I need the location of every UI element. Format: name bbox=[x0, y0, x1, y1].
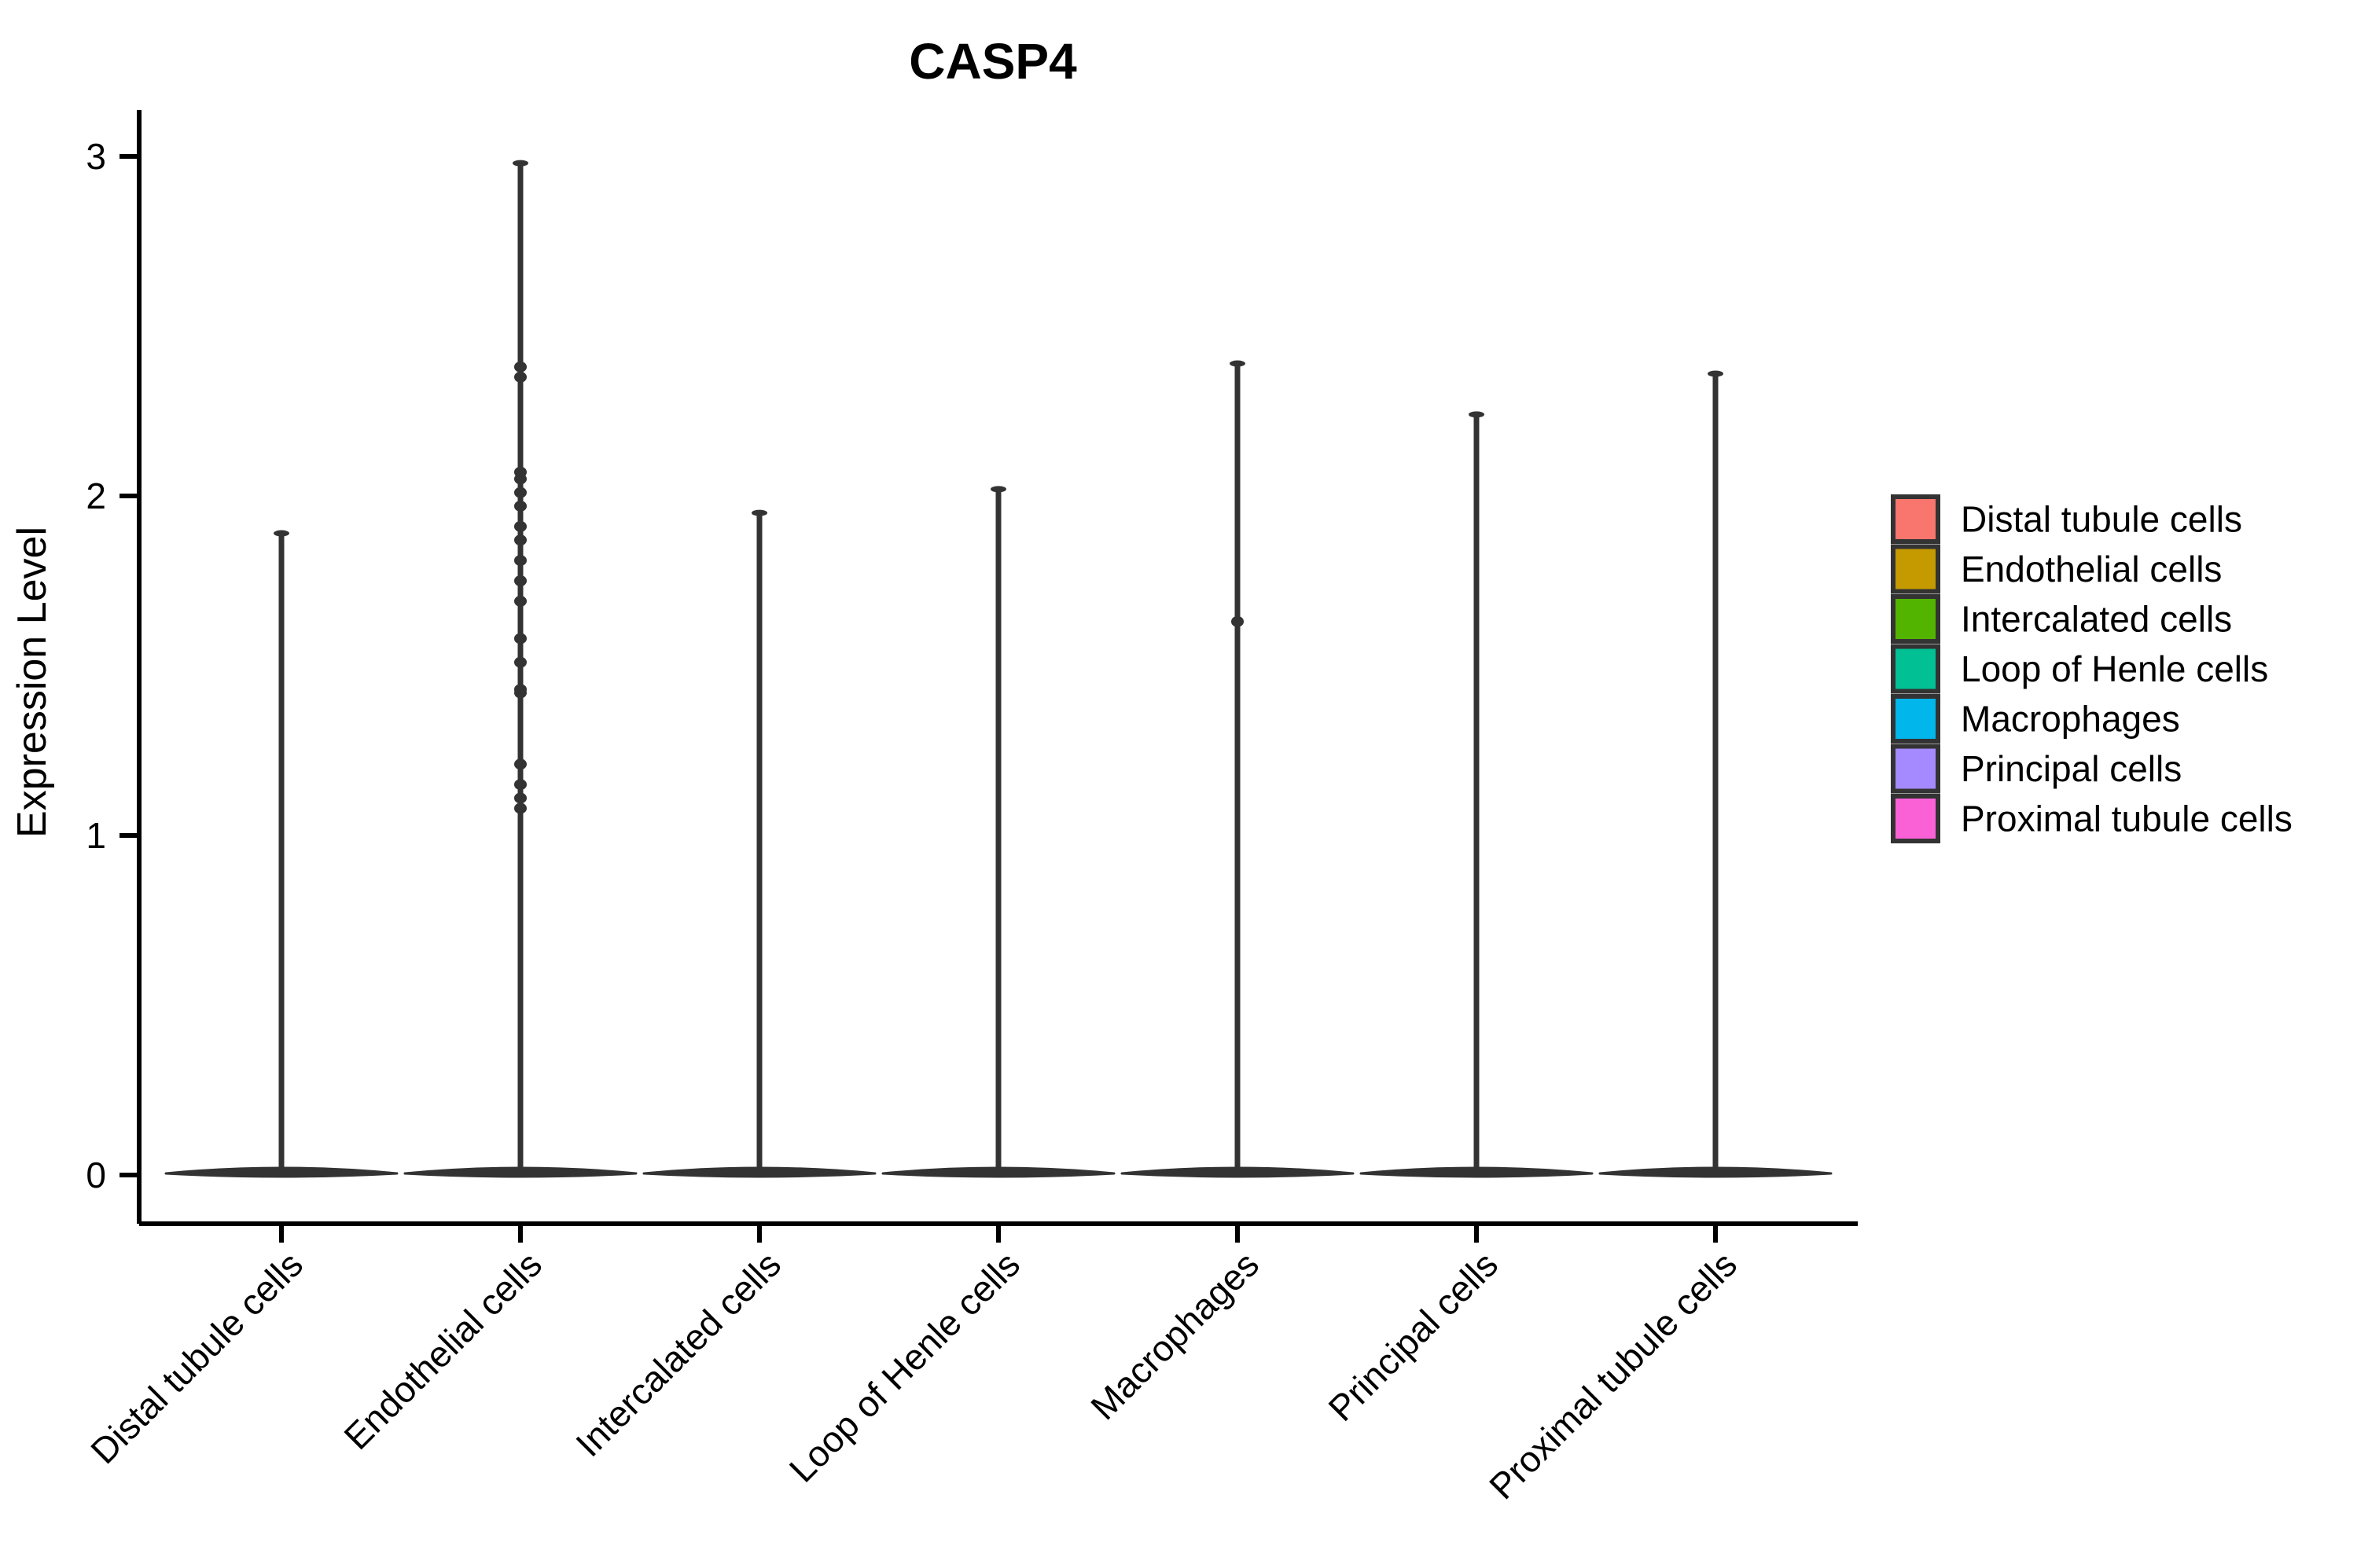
legend-item-loop-of-henle-cells: Loop of Henle cells bbox=[1891, 644, 2268, 694]
violin-glyphs bbox=[164, 160, 1833, 1178]
outlier-point-endothelial-cells-17 bbox=[514, 792, 527, 804]
legend-label-macrophages: Macrophages bbox=[1961, 699, 2180, 740]
violin-spike-cap-intercalated-cells bbox=[752, 509, 767, 516]
x-tick-label-distal-tubule-cells: Distal tubule cells bbox=[83, 1243, 311, 1471]
legend-label-intercalated-cells: Intercalated cells bbox=[1961, 599, 2232, 640]
y-tick-label-0: 0 bbox=[86, 1155, 106, 1195]
violin-spike-cap-macrophages bbox=[1230, 360, 1245, 367]
chart-title: CASP4 bbox=[909, 33, 1077, 90]
outlier-point-endothelial-cells-7 bbox=[514, 534, 527, 546]
outlier-point-endothelial-cells-12 bbox=[514, 656, 527, 668]
legend-item-distal-tubule-cells: Distal tubule cells bbox=[1891, 494, 2242, 544]
outlier-point-endothelial-cells-15 bbox=[514, 758, 527, 770]
y-tick-label-1: 1 bbox=[86, 815, 106, 856]
outlier-point-endothelial-cells-6 bbox=[514, 520, 527, 532]
violin-principal-cells bbox=[1359, 411, 1594, 1178]
outlier-point-endothelial-cells-11 bbox=[514, 633, 527, 644]
legend-item-macrophages: Macrophages bbox=[1891, 694, 2180, 744]
outlier-point-macrophages-0 bbox=[1231, 615, 1244, 627]
x-tick-label-principal-cells: Principal cells bbox=[1320, 1243, 1506, 1429]
violin-spike-cap-distal-tubule-cells bbox=[274, 530, 289, 537]
outlier-point-endothelial-cells-18 bbox=[514, 802, 527, 814]
outlier-point-endothelial-cells-5 bbox=[514, 500, 527, 512]
outlier-point-endothelial-cells-8 bbox=[514, 555, 527, 567]
violin-spike-cap-loop-of-henle-cells bbox=[991, 486, 1006, 493]
legend-swatch-macrophages bbox=[1891, 694, 1940, 744]
legend-item-endothelial-cells: Endothelial cells bbox=[1891, 544, 2222, 594]
legend-label-loop-of-henle-cells: Loop of Henle cells bbox=[1961, 648, 2268, 689]
y-axis-title: Expression Level bbox=[9, 527, 55, 838]
legend-label-endothelial-cells: Endothelial cells bbox=[1961, 549, 2222, 589]
x-tick-label-proximal-tubule-cells: Proximal tubule cells bbox=[1481, 1243, 1745, 1507]
legend-swatch-principal-cells bbox=[1891, 744, 1940, 794]
outlier-point-endothelial-cells-3 bbox=[514, 473, 527, 485]
legend-label-distal-tubule-cells: Distal tubule cells bbox=[1961, 499, 2242, 540]
violin-spike-cap-proximal-tubule-cells bbox=[1708, 370, 1723, 377]
violin-spike-cap-principal-cells bbox=[1469, 411, 1484, 418]
axes: 0 1 2 3 Distal tubule cells Endothelial cells… bbox=[83, 110, 1858, 1507]
legend-item-proximal-tubule-cells: Proximal tubule cells bbox=[1891, 794, 2293, 843]
legend-swatch-intercalated-cells bbox=[1891, 594, 1940, 644]
legend-swatch-loop-of-henle-cells bbox=[1891, 644, 1940, 694]
legend-swatch-proximal-tubule-cells bbox=[1891, 794, 1940, 843]
outlier-point-endothelial-cells-4 bbox=[514, 487, 527, 498]
outlier-point-endothelial-cells-10 bbox=[514, 595, 527, 607]
violin-loop-of-henle-cells bbox=[881, 486, 1116, 1178]
legend-item-intercalated-cells: Intercalated cells bbox=[1891, 594, 2232, 644]
y-tick-label-3: 3 bbox=[86, 136, 106, 177]
legend-item-principal-cells: Principal cells bbox=[1891, 744, 2182, 794]
violin-spike-cap-endothelial-cells bbox=[513, 160, 528, 167]
x-tick-label-macrophages: Macrophages bbox=[1083, 1243, 1267, 1427]
outlier-point-endothelial-cells-14 bbox=[514, 687, 527, 699]
x-tick-label-intercalated-cells: Intercalated cells bbox=[568, 1243, 789, 1464]
outlier-point-endothelial-cells-1 bbox=[514, 371, 527, 383]
violin-endothelial-cells bbox=[403, 160, 638, 1178]
outlier-point-endothelial-cells-16 bbox=[514, 779, 527, 791]
x-tick-label-loop-of-henle-cells: Loop of Henle cells bbox=[781, 1243, 1028, 1489]
legend-swatch-endothelial-cells bbox=[1891, 544, 1940, 594]
violin-intercalated-cells bbox=[642, 509, 877, 1178]
legend-label-proximal-tubule-cells: Proximal tubule cells bbox=[1961, 799, 2293, 839]
legend-swatch-distal-tubule-cells bbox=[1891, 494, 1940, 544]
x-tick-label-endothelial-cells: Endothelial cells bbox=[336, 1243, 550, 1457]
violin-macrophages bbox=[1120, 360, 1355, 1178]
y-tick-label-2: 2 bbox=[86, 476, 106, 516]
outlier-point-endothelial-cells-0 bbox=[514, 361, 527, 373]
legend: Distal tubule cells Endothelial cells Inte… bbox=[1891, 494, 2293, 843]
violin-distal-tubule-cells bbox=[164, 530, 399, 1178]
legend-label-principal-cells: Principal cells bbox=[1961, 748, 2182, 789]
violin-proximal-tubule-cells bbox=[1598, 370, 1833, 1178]
outlier-point-endothelial-cells-9 bbox=[514, 575, 527, 586]
